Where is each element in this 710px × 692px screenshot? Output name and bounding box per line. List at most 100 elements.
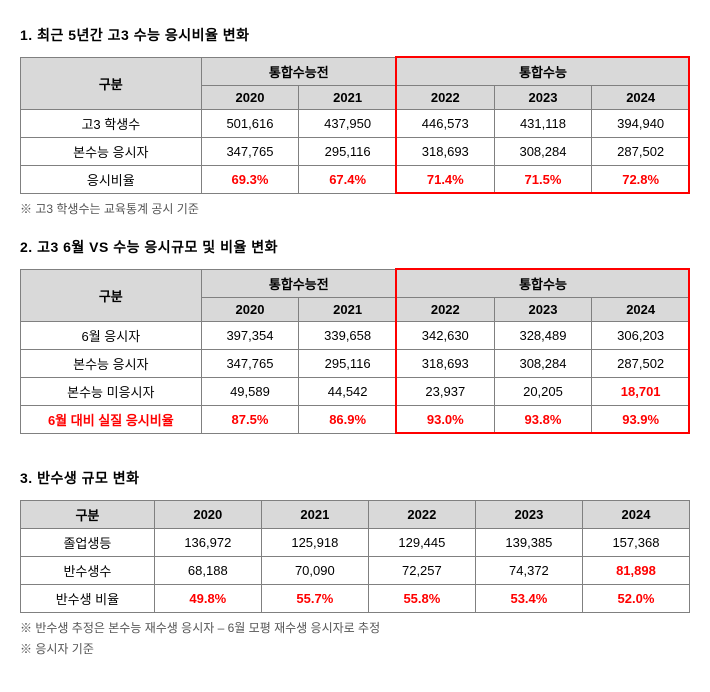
section1-year-1: 2021 [299, 86, 397, 110]
table-cell: 55.8% [368, 585, 475, 613]
table-cell: 431,118 [494, 110, 592, 138]
table-cell: 81,898 [582, 557, 689, 585]
section3-year-3: 2023 [475, 501, 582, 529]
section3-header-category: 구분 [21, 501, 155, 529]
table-cell: 52.0% [582, 585, 689, 613]
table-cell: 49,589 [201, 378, 299, 406]
table-row: 졸업생등136,972125,918129,445139,385157,368 [21, 529, 690, 557]
table-cell: 72.8% [592, 166, 690, 194]
section3-year-1: 2021 [261, 501, 368, 529]
section3-title: 3. 반수생 규모 변화 [20, 468, 690, 488]
table-cell: 86.9% [299, 406, 397, 434]
section2-year-0: 2020 [201, 298, 299, 322]
table-row: 응시비율69.3%67.4%71.4%71.5%72.8% [21, 166, 690, 194]
table-cell: 129,445 [368, 529, 475, 557]
section3-note2: ※ 응시자 기준 [20, 640, 690, 657]
row-label: 6월 응시자 [21, 322, 202, 350]
table-cell: 339,658 [299, 322, 397, 350]
section1-year-3: 2023 [494, 86, 592, 110]
table-cell: 55.7% [261, 585, 368, 613]
table-row: 6월 응시자397,354339,658342,630328,489306,20… [21, 322, 690, 350]
table-cell: 295,116 [299, 350, 397, 378]
table-cell: 446,573 [396, 110, 494, 138]
table-cell: 23,937 [396, 378, 494, 406]
table-cell: 68,188 [154, 557, 261, 585]
section1-header-group1: 통합수능전 [201, 58, 396, 86]
table-row: 본수능 미응시자49,58944,54223,93720,20518,701 [21, 378, 690, 406]
table-cell: 347,765 [201, 138, 299, 166]
table-cell: 347,765 [201, 350, 299, 378]
table-cell: 67.4% [299, 166, 397, 194]
table-cell: 71.4% [396, 166, 494, 194]
row-label: 본수능 미응시자 [21, 378, 202, 406]
table-cell: 18,701 [592, 378, 690, 406]
table-cell: 53.4% [475, 585, 582, 613]
section2-header-category: 구분 [21, 270, 202, 322]
section3-table-wrap: 구분 2020 2021 2022 2023 2024 졸업생등136,9721… [20, 500, 690, 613]
section2-header-group2: 통합수능 [396, 270, 689, 298]
row-label: 반수생수 [21, 557, 155, 585]
row-label: 졸업생등 [21, 529, 155, 557]
section2-table-wrap: 구분 통합수능전 통합수능 2020 2021 2022 2023 2024 6… [20, 269, 690, 434]
section3-year-0: 2020 [154, 501, 261, 529]
section1-year-4: 2024 [592, 86, 690, 110]
table-cell: 157,368 [582, 529, 689, 557]
section1-year-2: 2022 [396, 86, 494, 110]
table-cell: 44,542 [299, 378, 397, 406]
section3-table: 구분 2020 2021 2022 2023 2024 졸업생등136,9721… [20, 500, 690, 613]
section1-table: 구분 통합수능전 통합수능 2020 2021 2022 2023 2024 고… [20, 57, 690, 194]
table-cell: 139,385 [475, 529, 582, 557]
row-label: 6월 대비 실질 응시비율 [21, 406, 202, 434]
table-cell: 308,284 [494, 350, 592, 378]
section3-note1: ※ 반수생 추정은 본수능 재수생 응시자 – 6월 모평 재수생 응시자로 추… [20, 619, 690, 636]
table-cell: 87.5% [201, 406, 299, 434]
section2-year-3: 2023 [494, 298, 592, 322]
table-cell: 93.8% [494, 406, 592, 434]
section3-year-2: 2022 [368, 501, 475, 529]
table-cell: 295,116 [299, 138, 397, 166]
section1-header-group2: 통합수능 [396, 58, 689, 86]
table-cell: 306,203 [592, 322, 690, 350]
table-cell: 93.9% [592, 406, 690, 434]
table-cell: 72,257 [368, 557, 475, 585]
section1-year-0: 2020 [201, 86, 299, 110]
table-cell: 49.8% [154, 585, 261, 613]
row-label: 반수생 비율 [21, 585, 155, 613]
section1-header-category: 구분 [21, 58, 202, 110]
table-row: 본수능 응시자347,765295,116318,693308,284287,5… [21, 350, 690, 378]
section1-note: ※ 고3 학생수는 교육통계 공시 기준 [20, 200, 690, 217]
section1-title: 1. 최근 5년간 고3 수능 응시비율 변화 [20, 25, 690, 45]
table-cell: 69.3% [201, 166, 299, 194]
table-cell: 318,693 [396, 350, 494, 378]
table-cell: 318,693 [396, 138, 494, 166]
row-label: 본수능 응시자 [21, 138, 202, 166]
table-cell: 287,502 [592, 350, 690, 378]
table-cell: 501,616 [201, 110, 299, 138]
table-cell: 20,205 [494, 378, 592, 406]
table-row: 6월 대비 실질 응시비율87.5%86.9%93.0%93.8%93.9% [21, 406, 690, 434]
table-row: 본수능 응시자347,765295,116318,693308,284287,5… [21, 138, 690, 166]
section2-year-4: 2024 [592, 298, 690, 322]
section2-year-1: 2021 [299, 298, 397, 322]
table-cell: 71.5% [494, 166, 592, 194]
table-cell: 328,489 [494, 322, 592, 350]
table-cell: 437,950 [299, 110, 397, 138]
table-cell: 93.0% [396, 406, 494, 434]
table-cell: 125,918 [261, 529, 368, 557]
section3-year-4: 2024 [582, 501, 689, 529]
section2-table: 구분 통합수능전 통합수능 2020 2021 2022 2023 2024 6… [20, 269, 690, 434]
section2-header-group1: 통합수능전 [201, 270, 396, 298]
table-cell: 394,940 [592, 110, 690, 138]
table-row: 반수생 비율49.8%55.7%55.8%53.4%52.0% [21, 585, 690, 613]
section1-table-wrap: 구분 통합수능전 통합수능 2020 2021 2022 2023 2024 고… [20, 57, 690, 194]
table-cell: 136,972 [154, 529, 261, 557]
table-cell: 74,372 [475, 557, 582, 585]
row-label: 고3 학생수 [21, 110, 202, 138]
table-cell: 342,630 [396, 322, 494, 350]
table-cell: 308,284 [494, 138, 592, 166]
table-cell: 70,090 [261, 557, 368, 585]
section2-year-2: 2022 [396, 298, 494, 322]
table-cell: 397,354 [201, 322, 299, 350]
table-row: 반수생수68,18870,09072,25774,37281,898 [21, 557, 690, 585]
row-label: 본수능 응시자 [21, 350, 202, 378]
